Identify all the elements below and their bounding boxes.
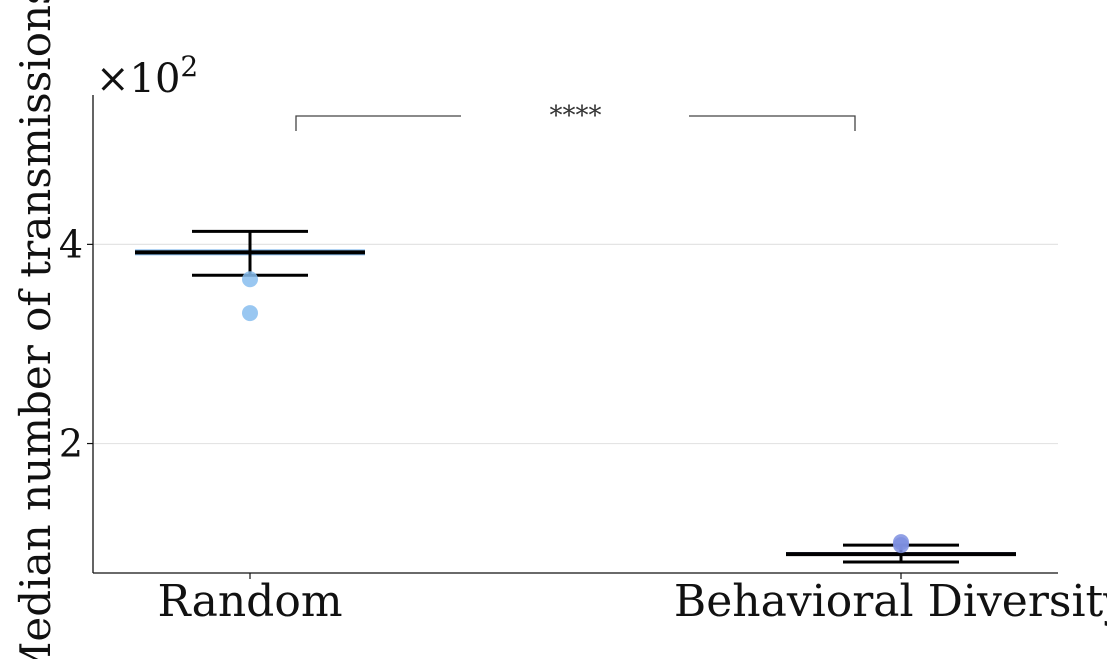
y-multiplier-base: ×10 (96, 56, 180, 102)
y-axis-label: Median number of transmissions (11, 0, 60, 659)
boxes (135, 231, 1016, 562)
axis-text: Median number of transmissions ×102 24Ra… (11, 0, 1107, 659)
x-tick-label: Behavioral Diversity (674, 576, 1107, 627)
x-tick-label: Random (157, 576, 342, 627)
y-tick-label: 4 (59, 222, 83, 266)
y-tick-label: 2 (59, 422, 83, 466)
significance-annotation: **** (296, 101, 855, 131)
y-multiplier-exponent: 2 (180, 50, 198, 83)
bracket-left (296, 116, 461, 131)
flier-point (893, 537, 909, 553)
bracket-right (689, 116, 855, 131)
significance-label: **** (550, 101, 602, 131)
box-behavioral-diversity (786, 534, 1016, 562)
flier-point (242, 271, 258, 287)
axes (87, 95, 1058, 579)
flier-point (242, 305, 258, 321)
y-multiplier-label: ×102 (96, 50, 198, 102)
